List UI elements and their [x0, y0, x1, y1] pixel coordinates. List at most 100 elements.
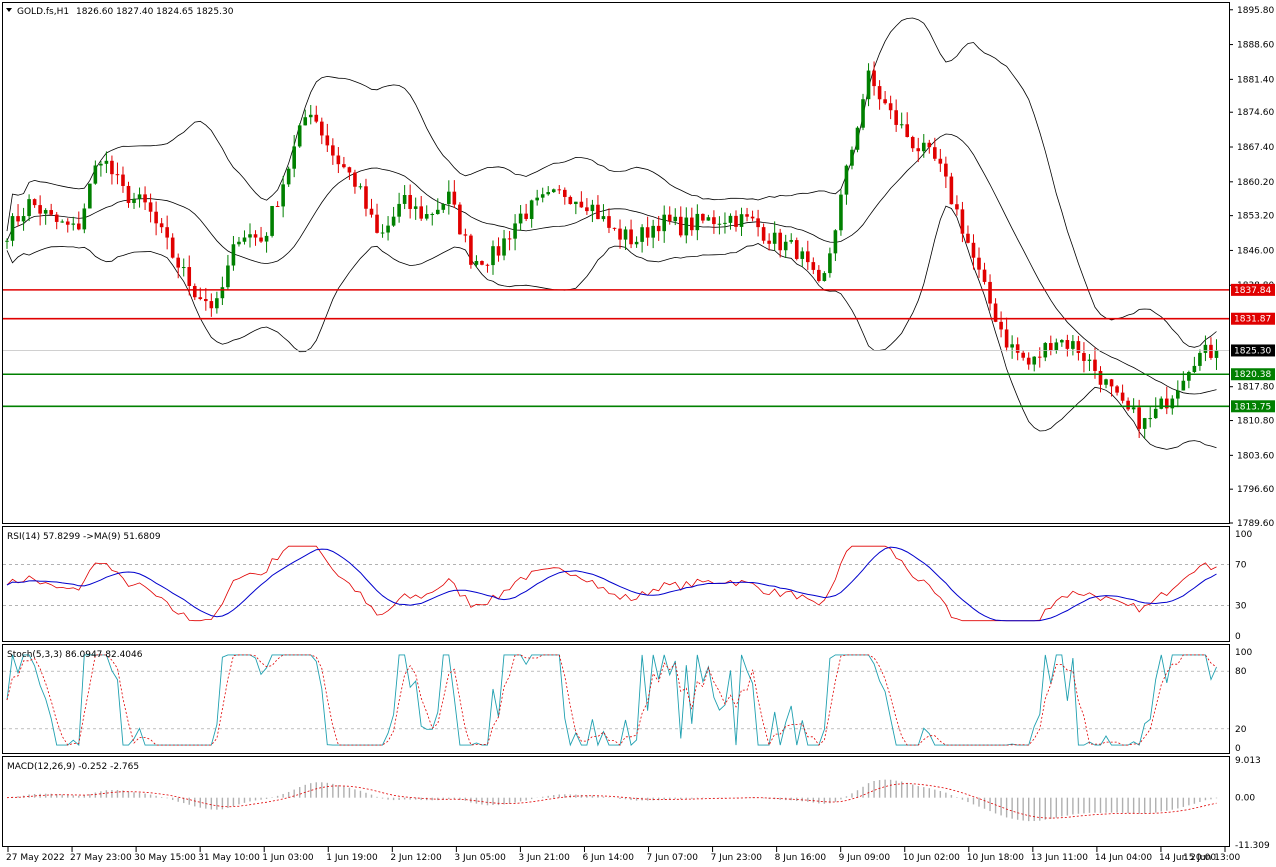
candle-body [579, 201, 584, 208]
candle-body [1120, 392, 1125, 401]
candle-body [739, 214, 744, 227]
candle-body [16, 216, 20, 222]
candle-body [828, 253, 832, 274]
candle-body [198, 297, 203, 300]
price-tick-label: 1810.80 [1237, 417, 1274, 427]
candle-body [65, 221, 70, 225]
candle-body [259, 237, 263, 242]
candle-body [662, 214, 667, 232]
candle-body [71, 223, 76, 225]
main-chart-frame [2, 2, 1230, 524]
candle-body [645, 227, 650, 238]
candle-body [1198, 352, 1202, 366]
candle-body [474, 261, 479, 265]
candle-body [872, 70, 876, 87]
candle-body [712, 217, 716, 225]
candle-body [601, 216, 606, 220]
candle-body [728, 215, 733, 223]
time-tick-label: 30 May 15:00 [134, 853, 196, 863]
candle-body [540, 194, 545, 198]
time-tick-label: 31 May 10:00 [198, 853, 260, 863]
rsi-tick-label: 100 [1235, 530, 1252, 540]
bollinger-upper [6, 17, 1217, 348]
candle-body [319, 121, 324, 136]
candle-body [933, 147, 937, 159]
candle-body [5, 240, 9, 242]
candle-body [308, 114, 313, 118]
macd-plot: 9.013 0.00 -11.309 [6, 756, 1270, 851]
macd-tick-label: 0.00 [1235, 794, 1255, 804]
candle-body [82, 208, 87, 230]
time-tick-label: 10 Jun 18:00 [967, 853, 1024, 863]
time-tick-label: 2 Jun 12:00 [390, 853, 442, 863]
bollinger-middle [6, 133, 1217, 395]
candle-body [899, 124, 904, 126]
candle-body [1164, 398, 1169, 409]
candle-body [1060, 340, 1064, 343]
stoch-panel-frame [2, 644, 1230, 754]
candle-body [93, 165, 98, 184]
stoch-label: Stoch(5,3,3) 86.0947 82.4046 [7, 650, 143, 660]
level-price-box [1231, 283, 1275, 296]
time-tick-label: 27 May 2022 [6, 853, 65, 863]
candle-body [1176, 390, 1180, 399]
candle-body [402, 195, 407, 204]
price-tick-label: 1874.60 [1237, 108, 1274, 118]
candle-body [419, 206, 424, 219]
stoch-tick-label: 0 [1235, 744, 1241, 754]
candle-body [54, 214, 59, 222]
price-tick-label: 1895.80 [1237, 6, 1274, 16]
candle-body [756, 218, 760, 228]
time-tick-label: 14 Jun 20:00 [1159, 853, 1216, 863]
candle-body [226, 265, 230, 288]
candle-body [562, 189, 567, 197]
candle-body [667, 214, 672, 222]
candle-body [822, 273, 827, 281]
candle-body [518, 213, 523, 224]
candle-body [1104, 379, 1108, 385]
candle-body [695, 213, 700, 231]
current-price-box [1231, 344, 1275, 357]
level-price-label: 1820.38 [1234, 370, 1271, 380]
candle-body [1015, 344, 1020, 353]
candle-body [408, 195, 412, 209]
candle-body [1192, 365, 1197, 373]
candle-body [971, 242, 976, 258]
candle-body [910, 137, 915, 149]
rsi-tick-label: 0 [1235, 632, 1241, 642]
candle-body [104, 160, 109, 164]
candle-body [955, 204, 959, 210]
macd-signal-line [6, 783, 1217, 819]
candle-body [154, 211, 158, 224]
time-tick-label: 10 Jun 02:00 [903, 853, 960, 863]
candle-body [966, 233, 970, 243]
candle-body [557, 189, 562, 191]
candle-body [1054, 342, 1059, 351]
candle-body [811, 262, 816, 270]
candle-body [839, 194, 843, 231]
candle-body [1021, 352, 1025, 358]
collapse-triangle-icon[interactable] [6, 8, 12, 12]
candle-body [231, 244, 236, 266]
candle-body [1076, 341, 1081, 353]
candle-body [325, 135, 330, 146]
candle-body [49, 210, 53, 215]
candle-body [480, 261, 484, 265]
candle-body [353, 172, 357, 187]
candle-body [883, 99, 887, 104]
candle-body [253, 234, 258, 238]
candle-body [32, 199, 37, 206]
candle-body [706, 217, 711, 221]
candle-body [391, 216, 396, 226]
time-tick-label: 1 Jun 19:00 [326, 853, 378, 863]
macd-panel-frame [2, 756, 1230, 847]
candle-body [585, 207, 589, 212]
candle-body [38, 205, 42, 214]
candle-body [1126, 400, 1130, 410]
time-tick-label: 3 Jun 21:00 [518, 853, 570, 863]
candle-body [143, 194, 147, 203]
candle-body [1109, 379, 1114, 387]
candle-body [1026, 357, 1031, 365]
candle-body [1131, 407, 1136, 410]
